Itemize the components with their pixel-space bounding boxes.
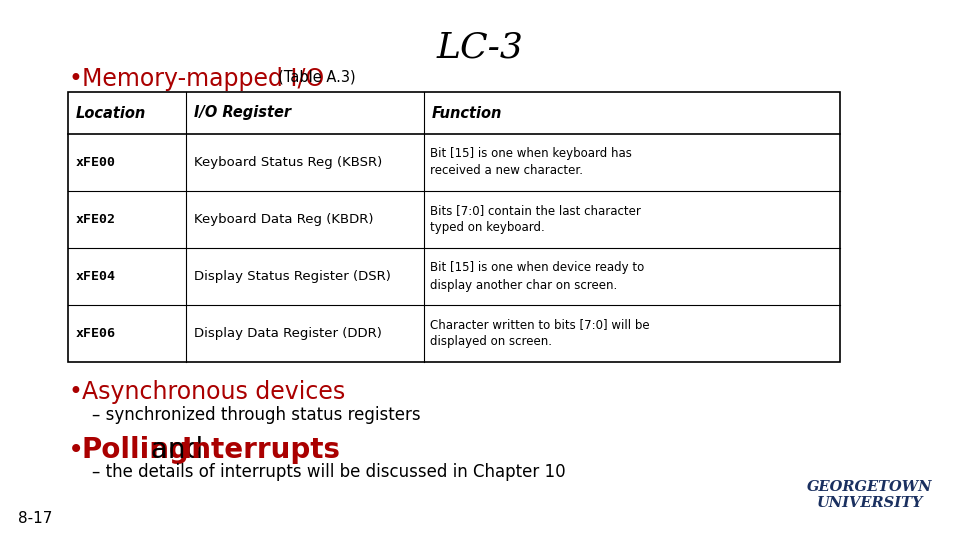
Text: GEORGETOWN
UNIVERSITY: GEORGETOWN UNIVERSITY [807,480,933,510]
Text: Display Data Register (DDR): Display Data Register (DDR) [194,327,382,340]
Text: xFE00: xFE00 [76,156,116,169]
Text: 8-17: 8-17 [18,511,53,526]
Text: I/O Register: I/O Register [194,105,291,120]
Text: •: • [68,436,84,464]
Text: Interrupts: Interrupts [182,436,341,464]
Text: Keyboard Status Reg (KBSR): Keyboard Status Reg (KBSR) [194,156,382,169]
Text: Bit [15] is one when keyboard has
received a new character.: Bit [15] is one when keyboard has receiv… [430,147,632,178]
Text: Memory-mapped I/O: Memory-mapped I/O [82,67,324,91]
Text: xFE06: xFE06 [76,327,116,340]
Text: Keyboard Data Reg (KBDR): Keyboard Data Reg (KBDR) [194,213,373,226]
Text: •: • [68,67,82,91]
Text: Bit [15] is one when device ready to
display another char on screen.: Bit [15] is one when device ready to dis… [430,261,644,292]
Text: Asynchronous devices: Asynchronous devices [82,380,346,404]
Text: (Table A.3): (Table A.3) [278,69,355,84]
Text: xFE02: xFE02 [76,213,116,226]
Text: – synchronized through status registers: – synchronized through status registers [92,406,420,424]
Text: LC-3: LC-3 [437,30,523,64]
Text: Location: Location [76,105,146,120]
Text: Bits [7:0] contain the last character
typed on keyboard.: Bits [7:0] contain the last character ty… [430,205,641,234]
Text: – the details of interrupts will be discussed in Chapter 10: – the details of interrupts will be disc… [92,463,565,481]
Text: •: • [68,380,82,404]
Text: xFE04: xFE04 [76,270,116,283]
Bar [68,92,840,362]
Text: Character written to bits [7:0] will be
displayed on screen.: Character written to bits [7:0] will be … [430,319,650,348]
Text: Display Status Register (DSR): Display Status Register (DSR) [194,270,391,283]
Text: Function: Function [432,105,502,120]
Text: Polling: Polling [82,436,190,464]
Text: and: and [142,436,212,464]
